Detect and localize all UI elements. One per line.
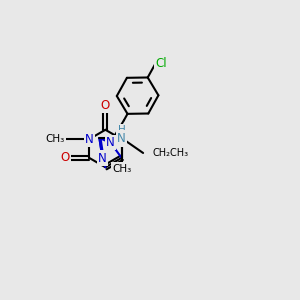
Text: N: N [117, 132, 126, 145]
Text: N: N [117, 133, 126, 146]
Text: CH₂CH₃: CH₂CH₃ [152, 148, 188, 158]
Text: H: H [118, 125, 126, 135]
Text: O: O [60, 152, 70, 164]
Text: N: N [106, 136, 115, 149]
Text: CH₃: CH₃ [112, 164, 131, 173]
Text: Cl: Cl [156, 57, 167, 70]
Text: N: N [85, 133, 94, 146]
Text: N: N [98, 152, 107, 164]
Text: CH₃: CH₃ [46, 134, 65, 144]
Text: O: O [101, 99, 110, 112]
